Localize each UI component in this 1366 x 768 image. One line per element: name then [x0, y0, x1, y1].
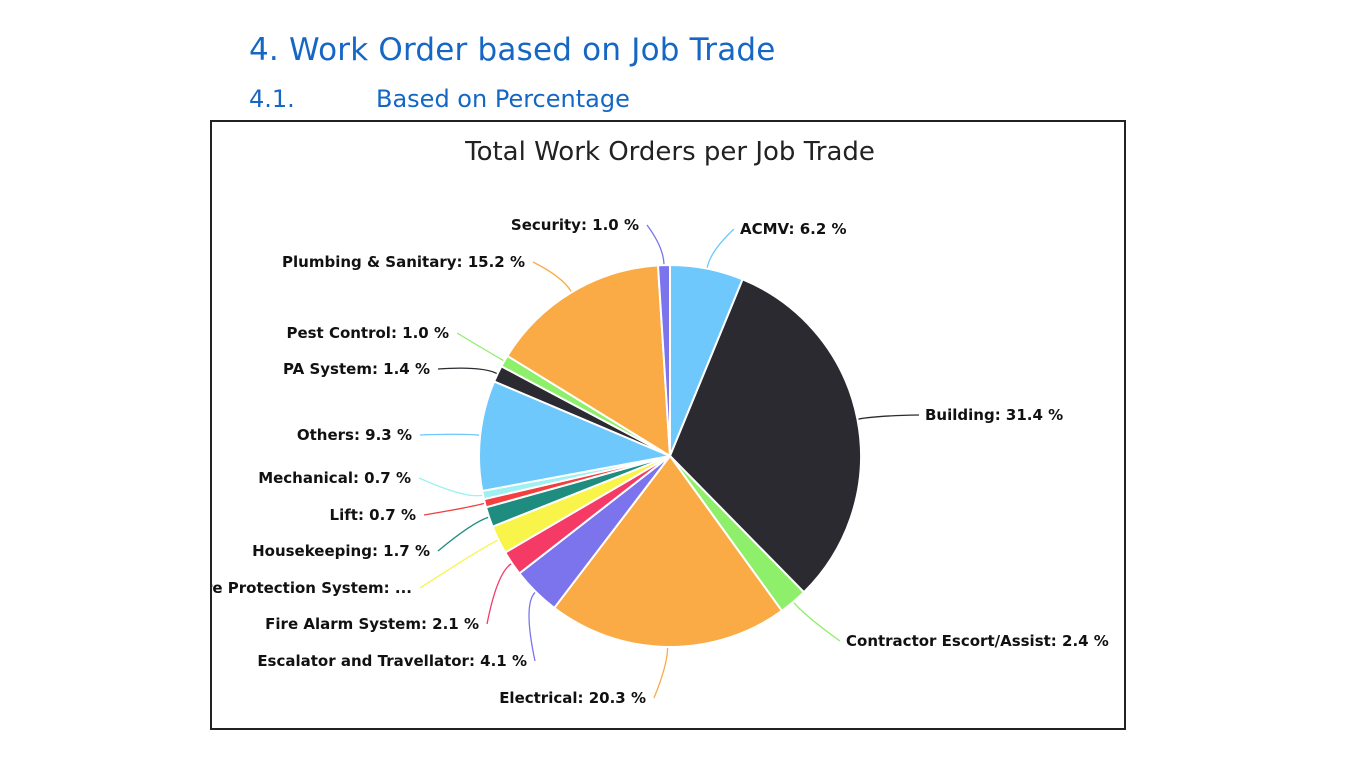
- slice-label-pa-system: PA System: 1.4 %: [283, 360, 430, 378]
- slice-labels: ACMV: 6.2 % Building: 31.4 % Contractor Es…: [212, 216, 1109, 707]
- slice-label-acmv: ACMV: 6.2 %: [740, 220, 847, 238]
- slice-label-contractor-escort-assist: Contractor Escort/Assist: 2.4 %: [846, 632, 1109, 650]
- section-heading: 4. Work Order based on Job Trade: [249, 32, 776, 68]
- pie-slice-security[interactable]: [657, 264, 671, 457]
- leader-line-fire-protection-system: [419, 539, 498, 589]
- slice-label-building: Building: 31.4 %: [925, 406, 1063, 424]
- leader-line-building: [858, 414, 920, 420]
- leader-line-security: [646, 224, 665, 265]
- leader-line-lift: [423, 502, 485, 516]
- leader-line-plumbing-sanitary: [532, 261, 572, 292]
- pie-chart-frame: Total Work Orders per Job Trade ACMV: 6.…: [210, 120, 1126, 730]
- pie-slice-others[interactable]: [478, 380, 671, 492]
- subsection-heading: 4.1. Based on Percentage: [249, 85, 630, 113]
- leader-line-pa-system: [437, 367, 497, 374]
- subsection-number: 4.1.: [249, 85, 295, 113]
- slice-label-housekeeping: Housekeeping: 1.7 %: [252, 542, 430, 560]
- pie-slice-plumbing-sanitary[interactable]: [506, 264, 671, 457]
- subsection-title: Based on Percentage: [376, 85, 630, 113]
- slice-label-fire-alarm-system: Fire Alarm System: 2.1 %: [265, 615, 479, 633]
- slice-label-security: Security: 1.0 %: [511, 216, 639, 234]
- slice-label-plumbing-sanitary: Plumbing & Sanitary: 15.2 %: [282, 253, 525, 271]
- leader-line-escalator-and-travellator: [528, 592, 536, 662]
- pie-slice-electrical[interactable]: [553, 455, 783, 648]
- slice-label-others: Others: 9.3 %: [297, 426, 412, 444]
- slice-label-escalator-and-travellator: Escalator and Travellator: 4.1 %: [257, 652, 527, 670]
- section-title: Work Order based on Job Trade: [289, 32, 776, 68]
- chart-title: Total Work Orders per Job Trade: [464, 137, 875, 167]
- leader-line-others: [419, 433, 480, 436]
- label-leader-lines: [418, 224, 920, 699]
- leader-line-housekeeping: [437, 516, 489, 552]
- leader-line-acmv: [706, 228, 735, 268]
- slice-label-lift: Lift: 0.7 %: [330, 506, 416, 524]
- slice-label-fire-protection-system: Fire Protection System: ...: [212, 579, 412, 597]
- leader-line-contractor-escort-assist: [793, 602, 841, 642]
- slice-label-pest-control: Pest Control: 1.0 %: [286, 324, 449, 342]
- slice-label-electrical: Electrical: 20.3 %: [499, 689, 646, 707]
- leader-line-pest-control: [456, 332, 504, 362]
- pie-chart: Total Work Orders per Job Trade ACMV: 6.…: [212, 137, 1109, 707]
- slice-label-mechanical: Mechanical: 0.7 %: [258, 469, 411, 487]
- leader-line-electrical: [653, 647, 669, 699]
- section-number: 4.: [249, 32, 279, 68]
- pie-slices: [478, 264, 862, 648]
- leader-line-mechanical: [418, 477, 483, 497]
- pie-slice-building[interactable]: [669, 278, 862, 594]
- leader-line-fire-alarm-system: [486, 563, 512, 625]
